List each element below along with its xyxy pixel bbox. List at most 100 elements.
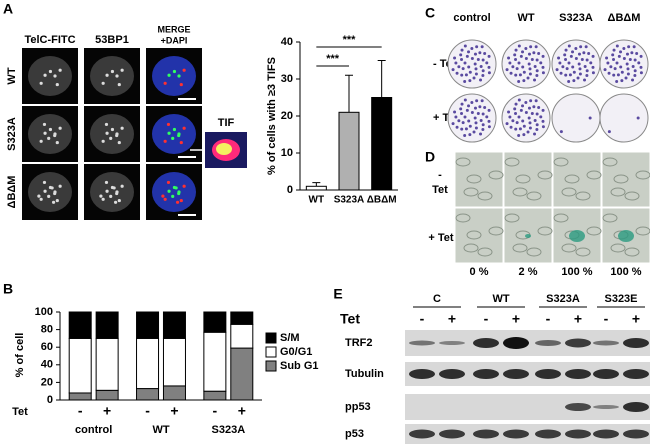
colony xyxy=(522,79,526,83)
focus xyxy=(43,73,47,77)
colony xyxy=(487,65,491,69)
legend-swatch xyxy=(265,346,277,358)
focus xyxy=(105,189,109,193)
focus xyxy=(48,69,53,74)
column-header: control xyxy=(453,12,490,24)
significance: *** xyxy=(343,34,357,46)
cell xyxy=(561,187,577,197)
band xyxy=(503,369,529,379)
colony xyxy=(574,47,578,51)
focus xyxy=(48,127,53,132)
colony xyxy=(514,112,518,116)
focus xyxy=(99,194,103,198)
colony xyxy=(613,67,617,71)
x-tick-label: - xyxy=(145,403,150,419)
colony xyxy=(463,44,467,48)
colony xyxy=(480,99,484,103)
nucleus xyxy=(90,114,134,154)
colony xyxy=(467,119,471,123)
sign: - xyxy=(604,311,609,327)
focus xyxy=(101,139,105,143)
focus xyxy=(39,139,43,143)
tif-blob xyxy=(216,143,232,155)
colony xyxy=(583,65,587,69)
colony xyxy=(507,56,511,60)
cell xyxy=(610,187,626,197)
colony xyxy=(517,115,521,119)
colony xyxy=(474,72,478,76)
colony xyxy=(472,130,476,134)
focus xyxy=(177,74,181,78)
cell xyxy=(455,157,471,167)
band xyxy=(439,341,465,345)
colony xyxy=(622,57,626,61)
colony xyxy=(534,99,538,103)
y-tick-label: 80 xyxy=(41,324,53,336)
colony xyxy=(521,119,525,123)
cell xyxy=(602,213,618,223)
focus xyxy=(115,133,119,138)
colony xyxy=(454,115,458,119)
colony xyxy=(528,67,532,71)
focus xyxy=(174,186,178,190)
colony xyxy=(533,119,537,123)
bar-segment xyxy=(203,331,227,392)
focus xyxy=(113,200,118,204)
cell xyxy=(526,191,542,201)
colony xyxy=(453,110,457,114)
group-label: S323E xyxy=(604,293,637,305)
colony xyxy=(620,70,624,74)
band xyxy=(623,429,649,439)
colony xyxy=(529,45,533,49)
bar-segment xyxy=(230,323,254,349)
colony xyxy=(481,69,485,73)
colony xyxy=(478,105,482,109)
colony xyxy=(453,56,457,60)
cell xyxy=(463,187,479,197)
colony xyxy=(463,79,467,83)
cell-image xyxy=(454,207,504,264)
colony xyxy=(624,76,628,80)
colony xyxy=(475,45,479,49)
colony xyxy=(468,70,472,74)
bar xyxy=(338,111,360,191)
focus xyxy=(172,69,177,74)
y-tick-label: 100 xyxy=(35,306,53,318)
colony xyxy=(467,104,471,108)
column-header: 53BP1 xyxy=(95,34,129,46)
band xyxy=(473,369,499,379)
cell xyxy=(504,157,520,167)
focus xyxy=(51,200,56,204)
bar-segment xyxy=(136,311,160,339)
band xyxy=(623,338,649,348)
colony xyxy=(607,71,611,75)
colony xyxy=(518,73,522,77)
band xyxy=(565,403,591,411)
colony xyxy=(457,65,461,69)
plate xyxy=(551,93,601,143)
bar-segment xyxy=(230,311,254,325)
colony xyxy=(522,124,526,128)
colony xyxy=(476,112,480,116)
colony xyxy=(609,65,613,69)
colony xyxy=(541,119,545,123)
colony xyxy=(639,54,643,58)
colony xyxy=(532,51,536,55)
colony xyxy=(528,72,532,76)
colony xyxy=(463,115,467,119)
colony xyxy=(639,71,643,75)
colony xyxy=(451,122,455,126)
colony xyxy=(615,61,619,65)
colony xyxy=(535,73,539,77)
colony xyxy=(514,102,518,106)
colony xyxy=(535,69,539,73)
x-tick-label: - xyxy=(213,403,218,419)
colony xyxy=(622,47,626,51)
cell-image xyxy=(503,151,553,208)
colony xyxy=(577,62,581,66)
colony xyxy=(481,112,485,116)
colony xyxy=(555,68,559,72)
colony xyxy=(615,79,619,83)
colony xyxy=(519,108,523,112)
